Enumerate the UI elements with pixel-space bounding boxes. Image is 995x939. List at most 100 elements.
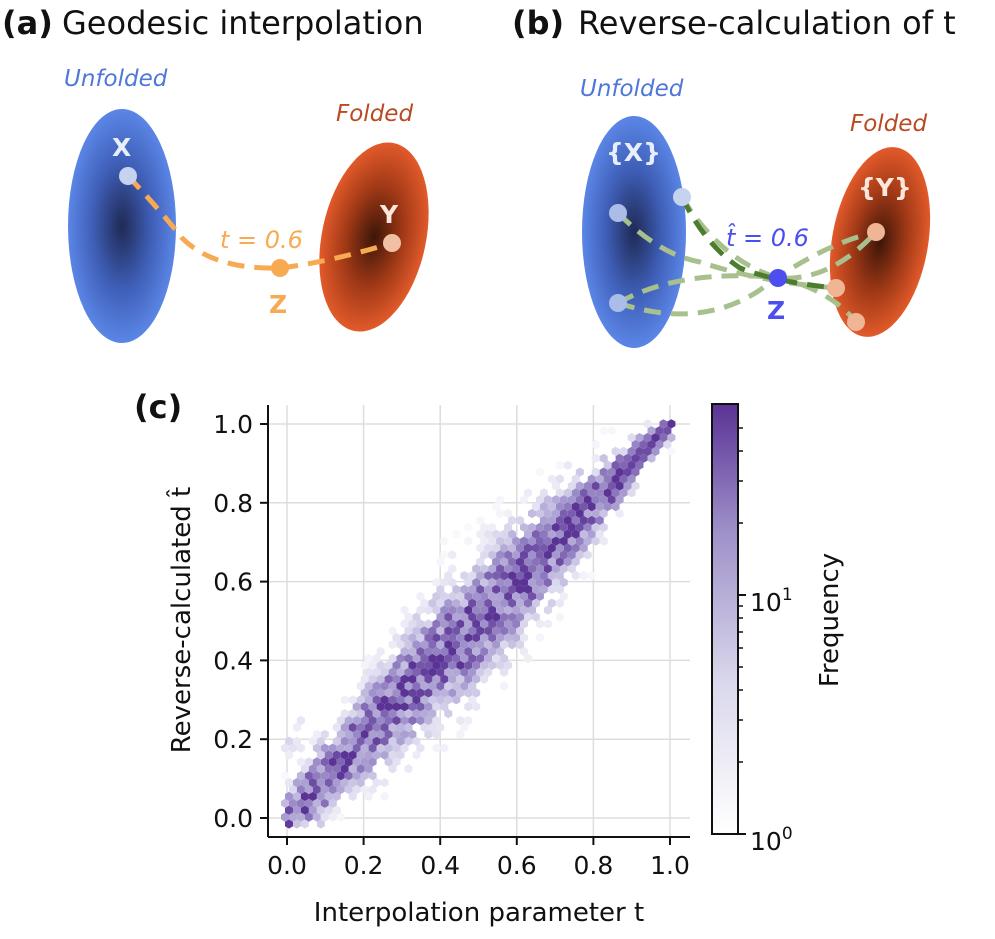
hexbin-cell [316,736,325,746]
hexbin-cell [492,529,501,539]
hexbin-cell [376,646,385,657]
hexbin-cell [428,667,437,677]
hexbin-cell [324,791,333,801]
hexbin-cell [500,640,509,650]
hexbin-cell [460,612,469,622]
hexbin-cell [516,626,524,636]
hexbin-cell [484,653,493,663]
hexbin-cell [336,812,345,822]
panel-c: (c) 0.0 0.2 0.4 0.6 0.8 1.0 0.0 0.2 0.4 0.6 0.8 1.0… [134,388,845,928]
hexbin-cell [452,695,461,705]
hexbin-cell [508,515,516,525]
hexbin-cell [416,660,425,670]
hexbin-cell [360,660,369,670]
hexbin-cell [428,640,437,650]
hexbin-cell [376,729,385,739]
hexbin-cell [328,757,337,767]
hexbin-cell [516,612,524,622]
hexbin-cell [396,736,405,746]
hexbin-cell [308,791,317,801]
hexbin-cell [420,722,429,732]
hexbin-cell [583,508,592,519]
hexbin-cell [480,674,489,684]
hexbin-cell [464,591,473,601]
hexbin-cell [583,522,592,532]
hexbin-cell [428,653,437,663]
hexbin-cell [364,736,373,746]
hexbin-cell [492,557,501,567]
hexbin-cell [512,591,520,601]
hexbin-cell [456,729,465,739]
panel-b-folded-label: Folded [850,111,927,137]
hexbin-cell [460,584,469,594]
hexbin-cell [500,543,509,553]
y-axis-label: Reverse-calculated t̂ [165,487,197,753]
hexbin-cell [416,633,425,643]
panel-a-folded-label: Folded [336,101,413,127]
hexbin-cell [432,619,441,629]
hexbin-cell [532,557,540,567]
hexbin-cell [364,764,373,774]
hexbin-cell [460,681,469,691]
hexbin-cell [460,653,469,663]
hexbin-cell [340,750,349,760]
hexbin-cell [500,653,509,663]
hexbin-cell [619,460,628,470]
hexbin-cell [464,605,473,615]
hexbin-cell [492,543,501,553]
hexbin-cell [432,605,441,615]
hexbin-cell [591,508,600,519]
hexbin-cell [492,612,501,622]
hexbin-cell [420,640,429,650]
hexbin-cell [444,598,453,608]
hexbin-cell [663,439,672,450]
hexbin-cell [551,564,560,574]
hexbin-cell [352,757,361,767]
hexbin-cell [320,812,329,822]
hexbin-cell [372,667,381,677]
hexbin-cell [460,667,469,677]
hexbin-cell [551,481,560,491]
hexbin-cell [591,439,600,450]
hexbin-cell [524,584,532,594]
hexbin-cell [404,653,413,663]
hexbin-cell [635,460,644,470]
hexbin-cell [336,715,345,726]
hexbin-cell [412,667,421,677]
hexbin-cell [464,522,473,532]
hexbin-cell [456,660,465,670]
hexbin-cell [360,688,369,698]
hexbin-cell [496,564,505,574]
hexbin-cell [492,653,501,663]
hexbin-cell [400,633,409,643]
hexbin-cell [281,798,289,808]
hexbin-cell [293,722,301,732]
hexbin-cell [396,695,405,705]
hexbin-cell [484,626,493,636]
hexbin-cell [476,571,485,581]
hexbin-cell [348,764,357,774]
hexbin-cell [500,612,509,622]
hexbin-cell [348,736,357,746]
hexbin-cell [543,550,552,560]
hexbin-cell [428,626,437,636]
hexbin-cell [547,584,556,594]
hexbin-cell [532,543,540,553]
hexbin-cell [424,646,433,657]
hexbin-cell [567,481,576,491]
hexbin-cell [356,778,365,788]
hexbin-cell [368,757,377,767]
hexbin-cell [464,536,473,546]
hexbin-cell [452,612,461,622]
hexbin-cell [448,646,457,657]
hexbin-cell [404,667,413,677]
hexbin-cell [392,633,401,643]
hexbin-cell [595,474,604,484]
hexbin-cell [376,743,385,753]
hexbin-cell [416,605,425,615]
hexbin-cell [396,653,405,663]
hexbin-cell [575,495,584,505]
hexbin-cell [563,488,572,498]
hexbin-cells [281,419,676,829]
hexbin-cell [528,508,536,519]
